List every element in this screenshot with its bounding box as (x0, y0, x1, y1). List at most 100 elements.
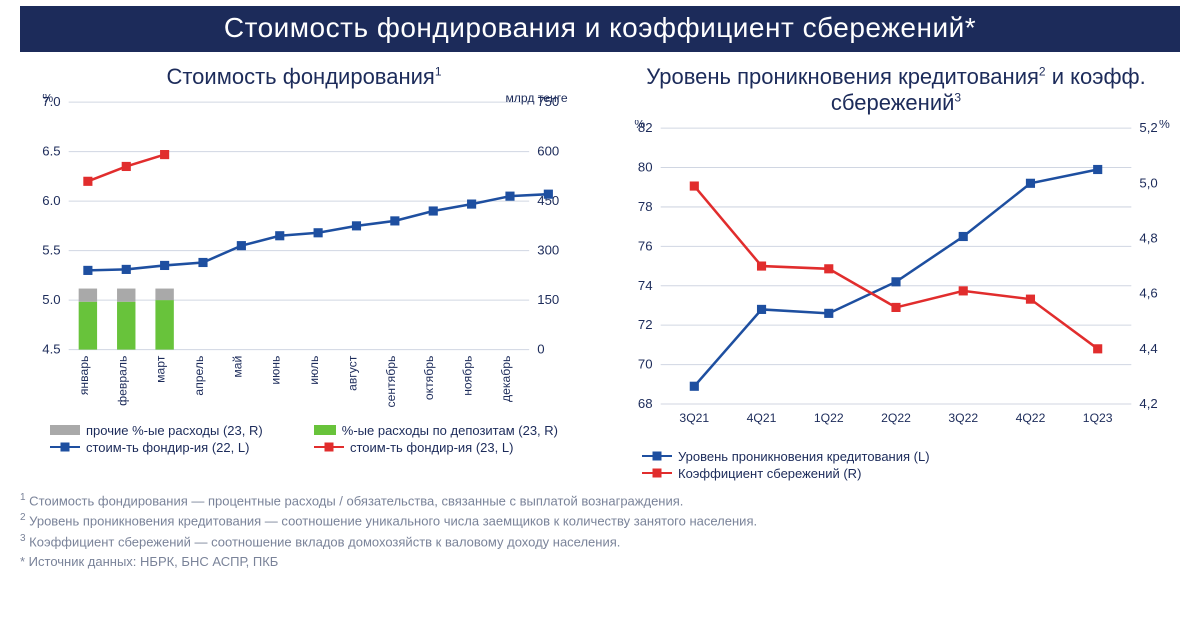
legend-label: стоим-ть фондир-ия (22, L) (86, 440, 249, 455)
bar-segment (117, 302, 135, 350)
svg-text:6.5: 6.5 (42, 144, 60, 159)
footnote: 2 Уровень проникновения кредитования — с… (20, 511, 1180, 530)
legend-swatch (50, 440, 80, 454)
svg-text:78: 78 (638, 199, 653, 214)
svg-text:май: май (230, 356, 244, 378)
svg-text:300: 300 (537, 243, 559, 258)
series-marker (198, 258, 207, 267)
svg-text:ноябрь: ноябрь (461, 356, 475, 396)
svg-text:6.0: 6.0 (42, 193, 60, 208)
legend-swatch (314, 425, 336, 435)
legend-item: стоим-ть фондир-ия (23, L) (314, 440, 558, 455)
svg-text:3Q22: 3Q22 (948, 411, 978, 425)
svg-text:апрель: апрель (192, 356, 206, 396)
bar-segment (79, 289, 97, 302)
series-marker (160, 261, 169, 270)
svg-text:4Q22: 4Q22 (1016, 411, 1046, 425)
svg-text:4.5: 4.5 (42, 342, 60, 357)
svg-text:1Q23: 1Q23 (1083, 411, 1113, 425)
series-marker (352, 221, 361, 230)
footnote: 1 Стоимость фондирования — процентные ра… (20, 491, 1180, 510)
series-marker (1026, 179, 1035, 188)
svg-text:4,6: 4,6 (1139, 286, 1157, 301)
series-marker (690, 382, 699, 391)
legend-label: прочие %-ые расходы (23, R) (86, 423, 263, 438)
legend-label: Коэффициент сбережений (R) (678, 466, 861, 481)
legend-swatch (50, 425, 80, 435)
series-marker (275, 231, 284, 240)
svg-text:150: 150 (537, 292, 559, 307)
svg-text:октябрь: октябрь (422, 356, 436, 400)
svg-text:млрд тенге: млрд тенге (505, 94, 567, 105)
title-bar: Стоимость фондирования и коэффициент сбе… (20, 6, 1180, 52)
bar-segment (117, 289, 135, 302)
series-marker (83, 177, 92, 186)
svg-text:4Q21: 4Q21 (747, 411, 777, 425)
series-marker (544, 190, 553, 199)
series-marker (1093, 165, 1102, 174)
svg-text:70: 70 (638, 357, 653, 372)
series-marker (429, 206, 438, 215)
svg-text:68: 68 (638, 396, 653, 411)
svg-text:5,2: 5,2 (1139, 120, 1157, 135)
svg-text:%: % (1159, 120, 1170, 131)
svg-text:80: 80 (638, 160, 653, 175)
svg-text:%: % (42, 94, 53, 105)
svg-text:5.5: 5.5 (42, 243, 60, 258)
series-marker (891, 303, 900, 312)
left-legend: прочие %-ые расходы (23, R) %-ые расходы … (20, 419, 588, 455)
series-marker (390, 216, 399, 225)
right-chart: 68707274767880824,24,44,64,85,05,2%%3Q21… (612, 120, 1180, 445)
legend-item: стоим-ть фондир-ия (22, L) (50, 440, 294, 455)
series-marker (160, 150, 169, 159)
series-marker (467, 200, 476, 209)
svg-text:август: август (345, 355, 359, 391)
series-line (694, 186, 1097, 349)
svg-text:2Q22: 2Q22 (881, 411, 911, 425)
svg-text:4,4: 4,4 (1139, 341, 1157, 356)
footnotes: 1 Стоимость фондирования — процентные ра… (20, 491, 1180, 571)
svg-text:76: 76 (638, 238, 653, 253)
series-marker (122, 265, 131, 274)
svg-text:июль: июль (307, 356, 321, 385)
svg-text:5.0: 5.0 (42, 292, 60, 307)
svg-text:74: 74 (638, 278, 653, 293)
svg-text:4,2: 4,2 (1139, 396, 1157, 411)
series-marker (757, 305, 766, 314)
svg-text:февраль: февраль (115, 356, 129, 406)
series-marker (824, 309, 833, 318)
series-marker (824, 264, 833, 273)
left-chart-col: Стоимость фондирования1 4.55.05.56.06.57… (20, 64, 588, 481)
svg-text:72: 72 (638, 317, 653, 332)
footnote: 3 Коэффициент сбережений — соотношение в… (20, 532, 1180, 551)
footnote: * Источник данных: НБРК, БНС АСПР, ПКБ (20, 553, 1180, 571)
legend-label: Уровень проникновения кредитования (L) (678, 449, 930, 464)
legend-swatch (314, 440, 344, 454)
svg-text:март: март (154, 355, 168, 383)
svg-text:0: 0 (537, 342, 544, 357)
series-marker (1093, 344, 1102, 353)
legend-item: Коэффициент сбережений (R) (642, 466, 861, 481)
series-marker (237, 241, 246, 250)
svg-text:1Q22: 1Q22 (814, 411, 844, 425)
series-marker (959, 286, 968, 295)
series-marker (891, 277, 900, 286)
left-chart-title: Стоимость фондирования1 (20, 64, 588, 90)
svg-text:4,8: 4,8 (1139, 231, 1157, 246)
legend-label: %-ые расходы по депозитам (23, R) (342, 423, 558, 438)
legend-swatch (642, 466, 672, 480)
legend-label: стоим-ть фондир-ия (23, L) (350, 440, 513, 455)
legend-item: Уровень проникновения кредитования (L) (642, 449, 930, 464)
left-chart: 4.55.05.56.06.57.00150300450600750%млрд … (20, 94, 588, 419)
right-chart-col: Уровень проникновения кредитования2 и ко… (612, 64, 1180, 481)
page-title: Стоимость фондирования и коэффициент сбе… (20, 12, 1180, 44)
series-marker (959, 232, 968, 241)
legend-item: %-ые расходы по депозитам (23, R) (314, 423, 558, 438)
svg-text:5,0: 5,0 (1139, 175, 1157, 190)
series-marker (757, 261, 766, 270)
series-marker (122, 162, 131, 171)
svg-text:3Q21: 3Q21 (679, 411, 709, 425)
series-marker (690, 181, 699, 190)
series-marker (505, 192, 514, 201)
right-legend: Уровень проникновения кредитования (L) Ко… (612, 445, 1180, 481)
